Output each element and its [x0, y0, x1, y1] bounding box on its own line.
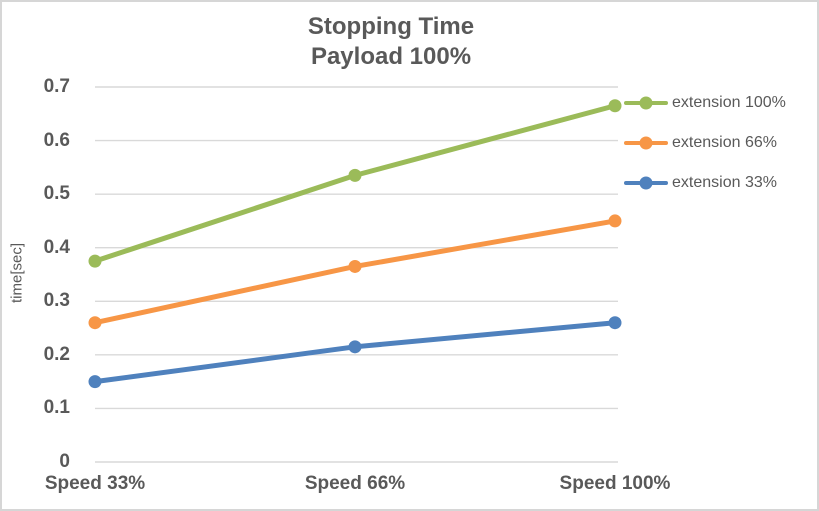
chart-title-line2: Payload 100% — [310, 43, 472, 70]
legend-item: extension 66% — [624, 123, 786, 163]
data-point-marker — [348, 259, 362, 273]
data-point-marker — [608, 99, 622, 113]
y-tick-label: 0 — [59, 451, 70, 472]
y-axis-tick-labels: 0 0.1 0.2 0.3 0.4 0.5 0.6 0.7 — [2, 2, 74, 509]
chart-title: Stopping Time Payload 100% — [2, 12, 780, 72]
y-tick-label: 0.1 — [43, 397, 70, 419]
chart-title-line1: Stopping Time — [307, 13, 475, 40]
legend-marker-icon — [624, 96, 668, 110]
x-tick-label: Speed 66% — [304, 473, 406, 494]
legend-label: extension 66% — [672, 134, 777, 151]
legend-marker-dot — [639, 96, 653, 110]
legend-marker-icon — [624, 136, 668, 150]
legend-marker-dot — [639, 176, 653, 190]
legend-item: extension 33% — [624, 163, 786, 203]
data-point-marker — [88, 375, 102, 389]
y-tick-label: 0.5 — [43, 183, 70, 205]
y-tick-label: 0.3 — [43, 290, 70, 312]
y-tick-label: 0.6 — [43, 129, 70, 151]
x-tick-label: Speed 33% — [44, 473, 146, 494]
data-point-marker — [348, 340, 362, 354]
y-tick-label: 0.2 — [43, 343, 70, 365]
x-tick-label: Speed 100% — [559, 473, 671, 494]
legend-item: extension 100% — [624, 83, 786, 123]
legend-label: extension 33% — [672, 174, 777, 191]
data-point-marker — [348, 168, 362, 182]
data-point-marker — [608, 316, 622, 330]
y-tick-label: 0.7 — [43, 76, 70, 97]
legend-label: extension 100% — [672, 94, 786, 111]
series-line — [92, 103, 618, 264]
legend-marker-dot — [639, 136, 653, 150]
y-tick-label: 0.4 — [43, 236, 70, 258]
data-point-marker — [608, 214, 622, 228]
data-point-marker — [88, 316, 102, 330]
legend-marker-icon — [624, 176, 668, 190]
legend: extension 100% extension 66% extension 33% — [624, 83, 786, 203]
data-point-marker — [88, 254, 102, 268]
